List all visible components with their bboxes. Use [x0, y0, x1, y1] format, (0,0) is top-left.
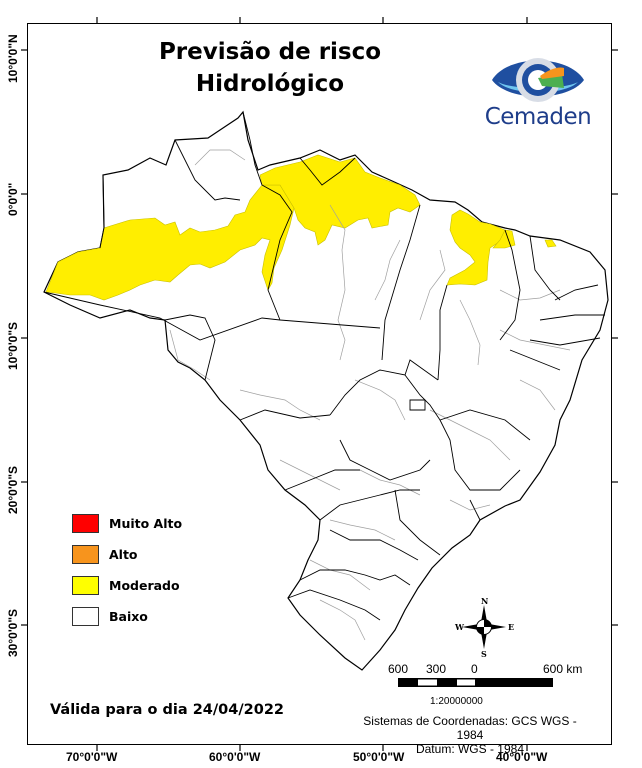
region-maranhao	[446, 209, 506, 286]
lat-tick-10s: 10°0'0"S	[6, 321, 20, 370]
legend-label: Baixo	[109, 609, 148, 624]
title-line-2: Hidrológico	[195, 71, 345, 97]
legend-item-alto: Alto	[72, 539, 182, 570]
legend-item-muito-alto: Muito Alto	[72, 508, 182, 539]
legend-label: Muito Alto	[109, 516, 183, 531]
swatch-muito-alto	[72, 514, 99, 533]
compass-w: W	[455, 622, 464, 632]
moderado-regions	[45, 154, 557, 301]
compass-e: E	[508, 622, 515, 632]
lon-tick-70w: 70°0'0"W	[66, 750, 118, 764]
region-ceara-spot	[544, 239, 557, 248]
scale-label-600km: 600 km	[543, 662, 583, 676]
legend-label: Moderado	[109, 578, 180, 593]
lat-tick-20s: 20°0'0"S	[6, 465, 20, 514]
swatch-moderado	[72, 576, 99, 595]
region-para-north	[259, 154, 421, 246]
lon-tick-60w: 60°0'0"W	[209, 750, 261, 764]
legend: Muito Alto Alto Moderado Baixo	[72, 508, 182, 632]
lon-tick-50w: 50°0'0"W	[353, 750, 405, 764]
legend-label: Alto	[109, 547, 138, 562]
coordinate-info: Sistemas de Coordenadas: GCS WGS - 1984 …	[350, 714, 590, 756]
scale-label-300: 300	[426, 662, 447, 676]
datum: Datum: WGS - 1984	[415, 742, 525, 756]
swatch-alto	[72, 545, 99, 564]
compass-s: S	[481, 649, 487, 659]
compass-n: N	[481, 596, 489, 606]
lat-tick-30s: 30°0'0"S	[6, 608, 20, 657]
lat-tick-0: 0°0'0"	[6, 182, 20, 216]
axis-ticks	[21, 17, 618, 751]
title-line-1: Previsão de risco	[158, 39, 382, 65]
lon-tick-40w: 40°0'0"W	[496, 750, 548, 764]
region-amazonas-west	[45, 184, 295, 301]
north-arrow-icon	[462, 605, 506, 649]
swatch-baixo	[72, 607, 99, 626]
legend-item-moderado: Moderado	[72, 570, 182, 601]
scale-label-0: 0	[471, 662, 478, 676]
scale-label-600: 600	[388, 662, 409, 676]
scale-bar[interactable]	[398, 678, 553, 687]
scale-ratio: 1:20000000	[430, 696, 483, 707]
state-boundaries	[43, 111, 605, 621]
coordinate-system: Sistemas de Coordenadas: GCS WGS - 1984	[363, 714, 577, 742]
lat-tick-10n: 10°0'0"N	[6, 34, 20, 83]
cemaden-logo-icon	[492, 58, 584, 102]
legend-item-baixo: Baixo	[72, 601, 182, 632]
cemaden-logo-text: Cemaden	[484, 104, 592, 130]
valid-date: Válida para o dia 24/04/2022	[50, 702, 285, 718]
map-title: Previsão de risco Hidrológico	[150, 36, 390, 100]
